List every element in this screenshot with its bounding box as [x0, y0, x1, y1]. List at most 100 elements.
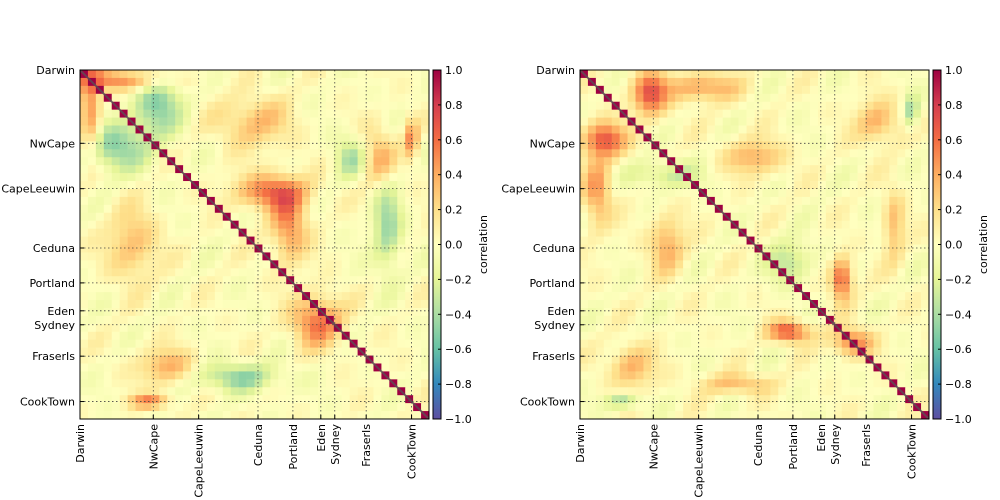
heatmap-cell — [389, 173, 398, 182]
heatmap-cell — [206, 125, 216, 134]
heatmap-cell — [595, 403, 605, 412]
heatmap-cell — [738, 355, 747, 364]
heatmap-cell — [341, 379, 350, 388]
heatmap-cell — [722, 93, 731, 103]
heatmap-cell — [635, 188, 644, 198]
heatmap-cell — [810, 157, 819, 166]
heatmap-cell — [119, 244, 128, 253]
heatmap-cell — [95, 331, 105, 340]
heatmap-cell — [349, 125, 358, 134]
heatmap-cell — [111, 339, 120, 348]
heatmap-cell — [135, 292, 144, 301]
heatmap-cell — [95, 133, 105, 142]
heatmap-cell — [317, 157, 327, 166]
heatmap-cell — [643, 196, 652, 206]
heatmap-cell — [603, 395, 613, 404]
heatmap-cell — [175, 315, 184, 325]
heatmap-cell — [230, 141, 239, 150]
heatmap-cell — [865, 85, 874, 95]
heatmap-cell — [595, 347, 605, 356]
heatmap-cell — [730, 77, 739, 87]
heatmap-cell — [587, 387, 597, 396]
heatmap-cell — [103, 363, 113, 372]
heatmap-cell — [857, 77, 866, 87]
heatmap-cell — [865, 70, 874, 79]
heatmap-cell — [262, 307, 271, 317]
heatmap-cell — [794, 196, 803, 206]
heatmap-cell — [841, 339, 850, 348]
heatmap-cell — [667, 355, 676, 364]
heatmap-cell — [278, 363, 287, 372]
heatmap-cell — [159, 307, 168, 317]
heatmap-cell — [635, 244, 644, 253]
heatmap-cell — [825, 181, 835, 190]
heatmap-cell — [405, 85, 414, 95]
heatmap-cell — [619, 403, 628, 412]
heatmap-cell — [810, 70, 819, 79]
heatmap-cell — [651, 101, 660, 110]
heatmap-cell — [913, 355, 922, 364]
heatmap-cell — [714, 379, 724, 388]
heatmap-cell — [611, 403, 620, 412]
heatmap-cell — [683, 204, 692, 214]
heatmap-cell — [921, 252, 930, 261]
heatmap-cell — [746, 220, 755, 229]
heatmap-cell — [238, 379, 247, 388]
y-tick-label: CookTown — [520, 396, 575, 409]
heatmap-cell — [294, 196, 303, 206]
heatmap-cell — [278, 196, 287, 206]
heatmap-cell — [722, 85, 731, 95]
heatmap-cell — [286, 411, 295, 420]
heatmap-cell — [413, 77, 422, 87]
heatmap-cell — [278, 323, 287, 333]
heatmap-cell — [722, 101, 731, 110]
heatmap-cell — [667, 371, 676, 380]
colorbar-tick-label: −0.2 — [445, 273, 472, 286]
heatmap-cell — [897, 228, 906, 237]
heatmap-cell — [778, 220, 787, 229]
heatmap-cell — [873, 133, 882, 142]
heatmap-cell — [921, 188, 930, 198]
heatmap-cell — [365, 77, 374, 87]
heatmap-cell — [119, 268, 128, 277]
heatmap-cell — [389, 188, 398, 198]
heatmap-cell — [706, 70, 716, 79]
heatmap-cell — [738, 307, 747, 317]
heatmap-cell — [333, 252, 343, 261]
heatmap-cell — [770, 181, 779, 190]
heatmap-cell — [802, 323, 811, 333]
heatmap-cell — [833, 204, 843, 214]
heatmap-cell — [230, 284, 239, 293]
heatmap-cell — [913, 371, 922, 380]
heatmap-cell — [87, 411, 97, 420]
heatmap-cell — [103, 101, 113, 110]
heatmap-cell — [167, 355, 176, 364]
heatmap-cell — [825, 228, 835, 237]
heatmap-cell — [357, 300, 366, 309]
heatmap-cell — [746, 292, 755, 301]
y-tick-label: CapeLeeuwin — [1, 183, 75, 196]
heatmap-cell — [206, 315, 216, 325]
heatmap-cell — [921, 125, 930, 134]
heatmap-cell — [627, 244, 636, 253]
heatmap-cell — [651, 77, 660, 87]
heatmap-cell — [206, 70, 216, 79]
heatmap-cell — [341, 339, 350, 348]
heatmap-cell — [873, 188, 882, 198]
heatmap-cell — [381, 228, 390, 237]
heatmap-cell — [214, 244, 224, 253]
heatmap-cell — [730, 363, 739, 372]
heatmap-cell — [317, 323, 327, 333]
heatmap-cell — [794, 307, 803, 317]
heatmap-cell — [310, 77, 319, 87]
heatmap-cell — [222, 220, 231, 229]
heatmap-cell — [738, 411, 747, 420]
heatmap-cell — [833, 165, 843, 174]
heatmap-cell — [738, 70, 747, 79]
heatmap-cell — [738, 212, 747, 221]
heatmap-cell — [825, 141, 835, 150]
heatmap-cell — [817, 276, 827, 285]
heatmap-cell — [738, 387, 747, 396]
heatmap-cell — [143, 315, 152, 325]
heatmap-cell — [230, 157, 239, 166]
